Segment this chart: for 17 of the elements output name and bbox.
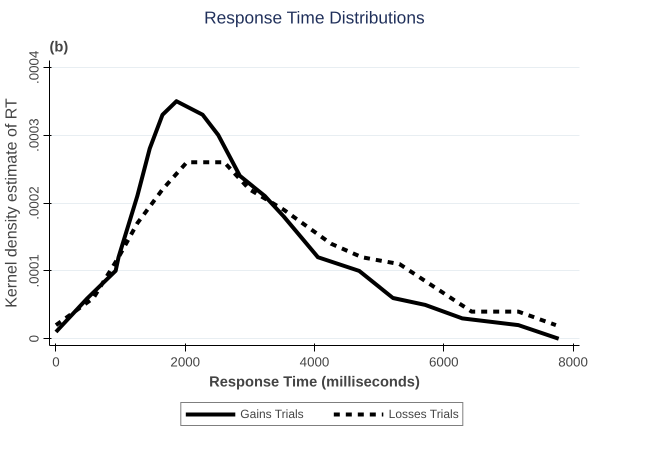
text: (b) <box>50 40 68 56</box>
y-axis-title: Kernel density estimate of RT <box>4 98 20 308</box>
x-tick-label: 4000 <box>300 354 330 370</box>
chart-title: Response Time Distributions <box>204 8 425 28</box>
y-tick-label: .0003 <box>26 118 42 152</box>
x-tick-label: 6000 <box>428 354 459 370</box>
x-tick-label: 2000 <box>170 354 200 370</box>
legend-label: Losses Trials <box>388 407 459 421</box>
x-axis-title: Response Time (milliseconds) <box>209 374 420 390</box>
legend-label: Gains Trials <box>240 407 304 421</box>
y-tick-label: 0 <box>26 335 42 342</box>
y-tick-label: .0001 <box>26 254 42 288</box>
x-tick-label: 8000 <box>558 354 588 370</box>
y-tick-label: .0002 <box>26 186 42 220</box>
x-tick-label: 0 <box>52 354 60 370</box>
line-series <box>54 99 561 341</box>
y-tick-label: .0004 <box>26 50 42 84</box>
